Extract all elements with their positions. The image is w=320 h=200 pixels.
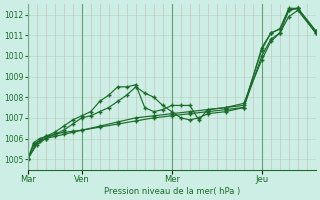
X-axis label: Pression niveau de la mer( hPa ): Pression niveau de la mer( hPa ) (104, 187, 240, 196)
